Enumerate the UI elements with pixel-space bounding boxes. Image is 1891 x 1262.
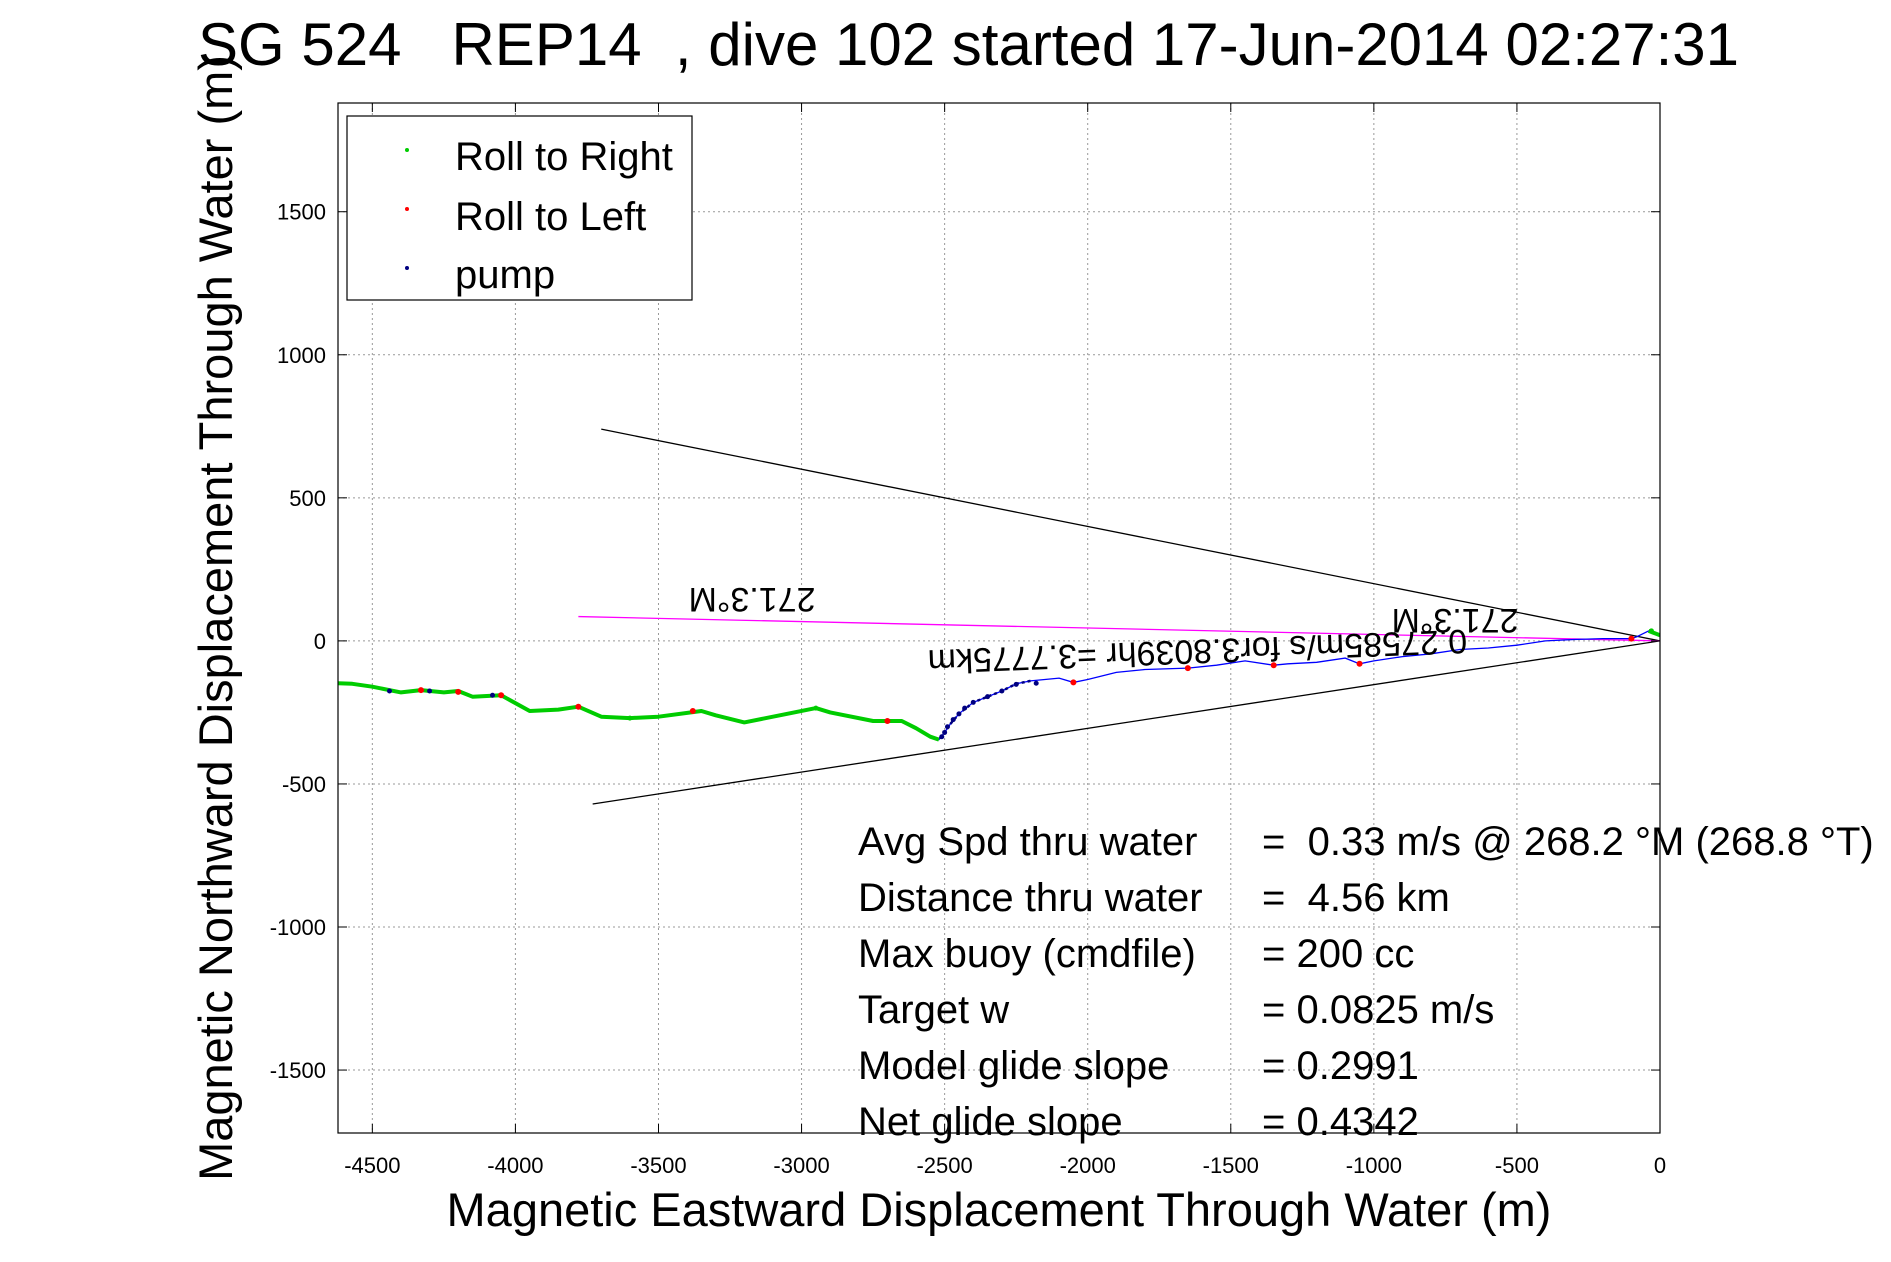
roll-left-point: [498, 692, 505, 699]
x-tick-label: -4000: [487, 1153, 543, 1178]
pump-point: [985, 694, 991, 700]
chart-title: SG 524 REP14 , dive 102 started 17-Jun-2…: [198, 11, 1739, 78]
legend-marker-roll-left: [405, 207, 409, 211]
x-tick-label: -2500: [916, 1153, 972, 1178]
pump-point: [387, 688, 393, 694]
y-tick-label: -1500: [270, 1058, 326, 1083]
heading-line-line: [578, 615, 1660, 642]
pump-point: [970, 699, 976, 705]
upper-bound-line: [601, 428, 1660, 642]
roll-left-point: [417, 687, 424, 694]
roll-left-point: [455, 688, 462, 695]
stat-value-net-glide: = 0.4342: [1262, 1100, 1419, 1144]
series-layer: [338, 428, 1660, 805]
x-tick-label: -1500: [1203, 1153, 1259, 1178]
roll-left-point: [1628, 635, 1635, 642]
legend-box: [346, 115, 693, 301]
pump-point: [939, 734, 945, 740]
roll-right-point: [813, 705, 819, 711]
pump-point: [950, 717, 956, 723]
pump-point: [956, 711, 962, 717]
y-tick-label: -500: [282, 772, 326, 797]
pump-point: [942, 729, 948, 735]
stat-label-max-buoy: Max buoy (cmdfile): [858, 932, 1196, 976]
x-tick-label: -3500: [630, 1153, 686, 1178]
stats-block: Avg Spd thru water = 0.33 m/s @ 268.2 °M…: [858, 820, 1874, 1144]
roll-left-point: [1270, 662, 1277, 669]
y-tick-label: 1000: [277, 343, 326, 368]
stat-label-target-w: Target w: [858, 988, 1009, 1032]
y-tick-label: -1000: [270, 915, 326, 940]
pump-point: [1013, 681, 1019, 687]
stat-value-max-buoy: = 200 cc: [1262, 932, 1414, 976]
pump-point: [944, 724, 950, 730]
y-tick-label: 0: [314, 629, 326, 654]
legend-entry-roll-right: Roll to Right: [455, 135, 673, 179]
legend-marker-pump: [405, 266, 409, 270]
legend: Roll to Right Roll to Left pump: [346, 115, 693, 301]
roll-left-point: [1070, 679, 1077, 686]
roll-right-segment: [338, 681, 940, 742]
x-tick-label: -3000: [773, 1153, 829, 1178]
pump-point: [962, 705, 968, 711]
x-tick-label: 0: [1654, 1153, 1666, 1178]
stat-value-target-w: = 0.0825 m/s: [1262, 988, 1494, 1032]
roll-left-point: [575, 703, 582, 710]
roll-right-point: [1648, 628, 1654, 634]
stat-label-net-glide: Net glide slope: [858, 1100, 1123, 1144]
roll-right-point: [627, 715, 633, 721]
pump-point: [1033, 680, 1039, 686]
x-tick-label: -4500: [344, 1153, 400, 1178]
lower-bound-line: [592, 640, 1660, 805]
x-tick-label: -500: [1495, 1153, 1539, 1178]
stat-label-avg-speed: Avg Spd thru water: [858, 820, 1197, 864]
roll-left-point: [1184, 665, 1191, 672]
stat-value-model-glide: = 0.2991: [1262, 1044, 1419, 1088]
annotations: 271.3°M 271.3°M 0.27585m/s for3.8039hr =…: [688, 580, 1518, 680]
stat-label-model-glide: Model glide slope: [858, 1044, 1169, 1088]
y-axis-label: Magnetic Northward Displacement Through …: [189, 55, 242, 1181]
heading-annotation-far: 271.3°M: [688, 580, 815, 618]
pump-point: [490, 692, 496, 698]
roll-left-point: [884, 718, 891, 724]
y-tick-label: 1500: [277, 200, 326, 225]
pump-segment: [937, 679, 1031, 741]
legend-entry-roll-left: Roll to Left: [455, 195, 646, 239]
pump-point: [999, 688, 1005, 694]
legend-entry-pump: pump: [455, 253, 555, 297]
pump-point: [427, 688, 433, 694]
stat-value-distance: = 4.56 km: [1262, 876, 1450, 920]
ticks: -4500 -4000 -3500 -3000 -2500 -2000 -1500 -1000…: [270, 103, 1666, 1178]
x-tick-label: -1000: [1346, 1153, 1402, 1178]
x-axis-label: Magnetic Eastward Displacement Through W…: [447, 1183, 1552, 1236]
stat-value-avg-speed: = 0.33 m/s @ 268.2 °M (268.8 °T): [1262, 820, 1874, 864]
y-tick-label: 500: [289, 486, 326, 511]
roll-left-point: [689, 707, 696, 714]
x-tick-label: -2000: [1060, 1153, 1116, 1178]
heading-annotation-near: 271.3°M: [1391, 601, 1518, 639]
stat-label-distance: Distance thru water: [858, 876, 1203, 920]
axes-frame: [337, 102, 1661, 1134]
legend-marker-roll-right: [405, 148, 409, 152]
roll-left-point: [1356, 660, 1363, 667]
